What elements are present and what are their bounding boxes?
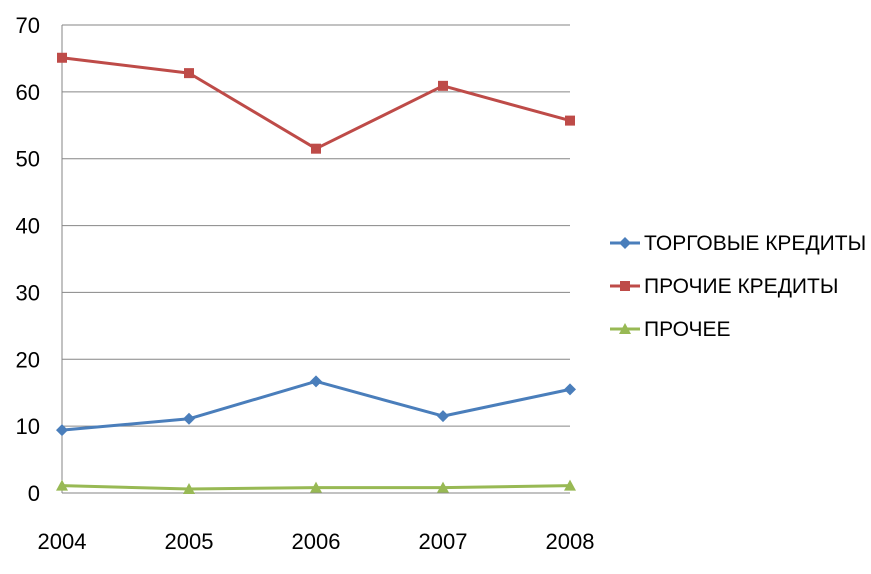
data-point bbox=[56, 424, 68, 437]
legend-marker bbox=[620, 281, 630, 291]
axes bbox=[61, 25, 570, 494]
x-tick-label: 2006 bbox=[292, 529, 341, 554]
series-group bbox=[56, 52, 576, 494]
y-tick-label: 0 bbox=[28, 481, 40, 506]
y-tick-label: 20 bbox=[16, 347, 40, 372]
legend-marker bbox=[619, 237, 631, 249]
y-tick-label: 10 bbox=[16, 414, 40, 439]
x-tick-label: 2005 bbox=[165, 529, 214, 554]
series-line bbox=[61, 56, 571, 151]
x-tick-label: 2004 bbox=[38, 529, 87, 554]
y-tick-label: 70 bbox=[16, 13, 40, 38]
y-tick-labels: 0 10 20 30 40 50 60 70 bbox=[16, 13, 40, 506]
series-3 bbox=[56, 479, 576, 494]
legend-marker bbox=[619, 323, 631, 334]
gridlines bbox=[62, 24, 570, 427]
data-point bbox=[184, 68, 194, 79]
data-point bbox=[565, 115, 575, 126]
series-line bbox=[61, 379, 571, 432]
legend: ТОРГОВЫЕ КРЕДИТЫ ПРОЧИЕ КРЕДИТЫ ПРОЧЕЕ bbox=[610, 232, 866, 341]
data-point bbox=[56, 479, 68, 491]
y-tick-label: 30 bbox=[16, 280, 40, 305]
data-point bbox=[183, 482, 195, 494]
series-2 bbox=[57, 52, 575, 154]
data-point bbox=[311, 143, 321, 154]
data-point bbox=[57, 52, 67, 63]
data-point bbox=[437, 481, 449, 493]
y-tick-label: 60 bbox=[16, 80, 40, 105]
legend-entry: ТОРГОВЫЕ КРЕДИТЫ bbox=[610, 232, 866, 255]
legend-label: ПРОЧЕЕ bbox=[644, 318, 731, 341]
legend-entry: ПРОЧЕЕ bbox=[610, 318, 731, 341]
y-tick-label: 40 bbox=[16, 214, 40, 239]
legend-label: ПРОЧИЕ КРЕДИТЫ bbox=[644, 275, 838, 298]
data-point bbox=[183, 412, 195, 425]
data-point bbox=[310, 375, 322, 388]
legend-label: ТОРГОВЫЕ КРЕДИТЫ bbox=[644, 232, 866, 255]
x-tick-label: 2007 bbox=[419, 529, 468, 554]
data-point bbox=[310, 481, 322, 493]
data-point bbox=[564, 383, 576, 396]
x-tick-label: 2008 bbox=[546, 529, 595, 554]
data-point bbox=[564, 479, 576, 491]
legend-entry: ПРОЧИЕ КРЕДИТЫ bbox=[610, 275, 838, 298]
x-tick-labels: 2004 2005 2006 2007 2008 bbox=[38, 529, 595, 554]
series-1 bbox=[56, 375, 576, 437]
data-point bbox=[437, 410, 449, 423]
data-point bbox=[438, 80, 448, 91]
y-tick-label: 50 bbox=[16, 147, 40, 172]
